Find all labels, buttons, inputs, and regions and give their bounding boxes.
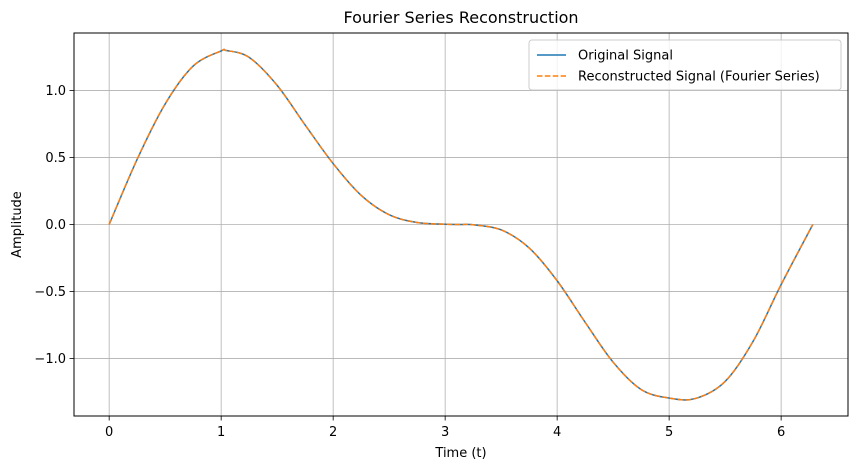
x-tick-label: 5 — [665, 425, 673, 440]
x-tick-label: 2 — [329, 425, 337, 440]
series-line-reconstructed-signal — [108, 48, 814, 401]
x-tick-label: 6 — [777, 425, 785, 440]
y-tick-label: 0.0 — [45, 218, 66, 233]
y-tick-label: −0.5 — [34, 285, 66, 300]
y-tick-label: 1.0 — [45, 84, 66, 99]
series-layer — [108, 48, 814, 401]
x-tick-label: 4 — [553, 425, 561, 440]
ticks: 0 1 2 3 4 5 6 −1.0 −0.5 0.0 0.5 1.0 — [34, 84, 785, 440]
x-tick-label: 0 — [105, 425, 113, 440]
chart-title: Fourier Series Reconstruction — [343, 8, 578, 27]
y-tick-label: −1.0 — [34, 352, 66, 367]
legend: Original Signal Reconstructed Signal (Fo… — [528, 39, 842, 91]
x-axis-label: Time (t) — [434, 446, 486, 461]
legend-label-reconstructed-signal: Reconstructed Signal (Fourier Series) — [578, 70, 820, 85]
x-tick-label: 1 — [217, 425, 225, 440]
legend-label-original-signal: Original Signal — [578, 49, 673, 64]
legend-box — [528, 39, 842, 91]
y-tick-label: 0.5 — [45, 151, 66, 166]
y-axis-label: Amplitude — [10, 191, 25, 258]
x-tick-label: 3 — [441, 425, 449, 440]
